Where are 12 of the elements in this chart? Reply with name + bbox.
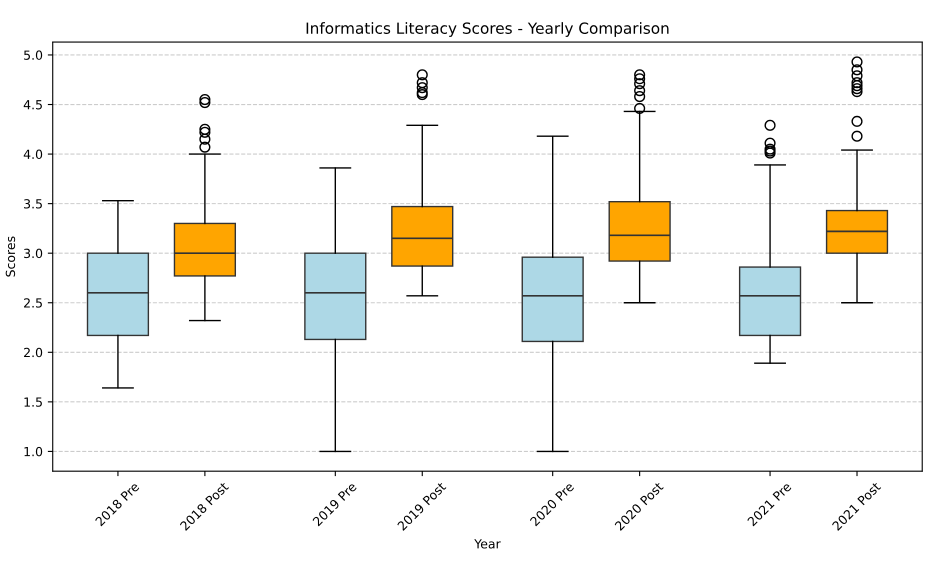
y-tick-label: 1.5: [24, 397, 42, 407]
y-tick-label: 4.5: [24, 100, 42, 110]
y-tick-label: 2.5: [24, 298, 42, 308]
x-axis-title: Year: [474, 539, 501, 549]
chart-title: Informatics Literacy Scores - Yearly Comparison: [306, 22, 668, 37]
y-tick-label: 1.0: [24, 446, 42, 456]
y-tick-label: 2.0: [24, 348, 42, 358]
y-tick-label: 4.0: [24, 150, 42, 159]
y-tick-label: 5.0: [24, 50, 42, 60]
y-axis-title: Scores: [6, 236, 16, 277]
y-tick-label: 3.0: [24, 248, 42, 258]
y-tick-label: 3.5: [24, 199, 42, 209]
